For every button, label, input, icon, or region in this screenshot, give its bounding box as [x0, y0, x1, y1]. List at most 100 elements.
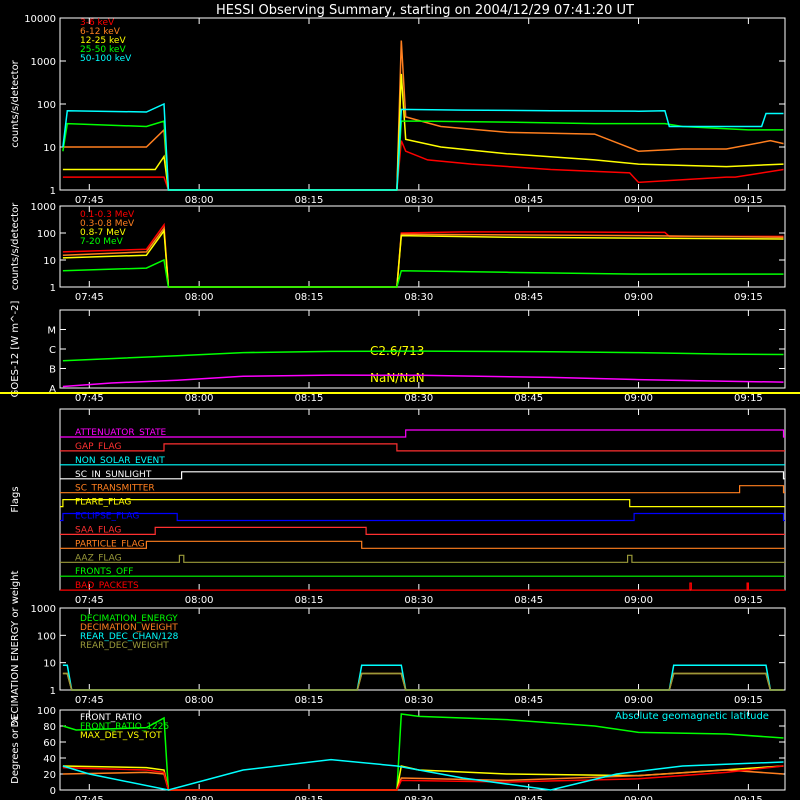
- flags-xtick-label: 08:15: [295, 595, 324, 606]
- decim-xtick-label: 08:30: [404, 695, 433, 706]
- decim-ytick-label: 1000: [31, 604, 56, 615]
- goes-xtick-label: 09:15: [734, 393, 763, 404]
- ratio-legend-1: FRONT_RATIO_1225: [80, 722, 169, 732]
- flags-xtick-label: 09:00: [624, 595, 653, 606]
- flag-label-3: SC_IN_SUNLIGHT: [75, 470, 152, 480]
- lowE-series-1: [62, 40, 784, 191]
- decim-legend-1: DECIMATION_WEIGHT: [80, 623, 178, 633]
- decim-xtick-label: 09:00: [624, 695, 653, 706]
- flag-label-5: FLARE_FLAG: [75, 498, 131, 508]
- decim-xtick-label: 07:45: [75, 695, 104, 706]
- lowE-xtick-label: 09:00: [624, 195, 653, 206]
- decim-ytick-label: 10: [43, 659, 56, 670]
- ratio-legend-2: MAX_DET_VS_TOT: [80, 731, 162, 741]
- flag-label-7: SAA_FLAG: [75, 525, 121, 535]
- highE-xtick-label: 09:00: [624, 292, 653, 303]
- ratio-ytick-label: 60: [43, 738, 56, 749]
- ratio-series-1: [62, 713, 784, 791]
- flag-line-8: [60, 540, 785, 549]
- goes-series-1: [62, 374, 784, 388]
- panel-low-energy-counts: 07:45 08:00 08:15 08:30 08:45 09:00 09:15 1 10 10…: [10, 14, 786, 206]
- highE-xtick-label: 08:30: [404, 292, 433, 303]
- flag-label-10: FRONTS_OFF: [75, 567, 133, 577]
- ratio-legend-0: FRONT_RATIO: [80, 713, 142, 723]
- flag-line-3: [60, 471, 785, 480]
- ratio-ylabel: Degrees or %: [10, 716, 21, 784]
- ratio-series-5: [62, 758, 784, 791]
- lowE-xtick-label: 08:00: [185, 195, 214, 206]
- decim-xtick-label: 08:15: [295, 695, 324, 706]
- panel-high-energy-counts: 07:45 08:00 08:15 08:30 08:45 09:00 09:15 1 10 10…: [10, 202, 786, 303]
- goes-xtick-label: 07:45: [75, 393, 104, 404]
- flag-label-4: SC_TRANSMITTER: [75, 484, 155, 494]
- highE-ylabel: counts/s/detector: [10, 202, 21, 290]
- panel-goes-flux: C2.6/713 NaN/NaN 07:45 08:00 08:15 08:30 08:…: [10, 301, 786, 404]
- ratio-series-2: [62, 765, 784, 791]
- flag-line-11: [60, 582, 785, 591]
- highE-legend-2: 0.8-7 MeV: [80, 228, 126, 238]
- flag-line-5: [60, 499, 785, 508]
- goes-nan-annotation: NaN/NaN: [370, 371, 425, 385]
- decim-xtick-label: 08:00: [185, 695, 214, 706]
- lowE-legend-3: 25-50 keV: [80, 45, 126, 55]
- decim-legend-0: DECIMATION_ENERGY: [80, 614, 178, 624]
- flags-xtick-label: 08:45: [514, 595, 543, 606]
- decim-series-2: [62, 664, 784, 691]
- ratio-series-4: [62, 765, 784, 791]
- lowE-xtick-label: 08:30: [404, 195, 433, 206]
- highE-legend-1: 0.3-0.8 MeV: [80, 219, 135, 229]
- ratio-xtick-label: 09:00: [624, 795, 653, 800]
- ratio-ytick-label: 100: [37, 706, 56, 717]
- lowE-ytick-label: 10: [43, 143, 56, 154]
- flag-line-6: [60, 512, 785, 522]
- highE-ytick-label: 100: [37, 229, 56, 240]
- flags-xtick-label: 08:30: [404, 595, 433, 606]
- flags-xtick-label: 08:00: [185, 595, 214, 606]
- goes-ytick-label: C: [49, 345, 56, 356]
- highE-xtick-label: 08:00: [185, 292, 214, 303]
- goes-ytick-label: A: [49, 384, 56, 395]
- goes-xtick-label: 08:30: [404, 393, 433, 404]
- flag-label-6: ECLIPSE_FLAG: [75, 512, 139, 522]
- lowE-xtick-label: 07:45: [75, 195, 104, 206]
- lowE-ytick-label: 100: [37, 100, 56, 111]
- highE-xtick-label: 08:15: [295, 292, 324, 303]
- ratio-ytick-label: 0: [50, 786, 56, 797]
- flags-xtick-label: 09:15: [734, 595, 763, 606]
- lowE-xtick-label: 08:45: [514, 195, 543, 206]
- decim-series-3: [62, 672, 784, 691]
- flags-ylabel: Flags: [10, 486, 21, 512]
- lowE-legend-4: 50-100 keV: [80, 54, 132, 64]
- flag-label-1: GAP_FLAG: [75, 442, 121, 452]
- goes-ytick-label: M: [47, 326, 56, 337]
- ratio-ytick-label: 80: [43, 722, 56, 733]
- decim-ytick-label: 1: [50, 686, 56, 697]
- ratio-frame: [59, 709, 786, 791]
- goes-series-0: [62, 350, 784, 362]
- flag-line-1: [60, 443, 785, 452]
- goes-xtick-label: 08:15: [295, 393, 324, 404]
- lowE-ytick-label: 1: [50, 186, 56, 197]
- ratio-xtick-label: 08:30: [404, 795, 433, 800]
- flag-label-9: AAZ_FLAG: [75, 553, 122, 563]
- flag-line-7: [60, 526, 785, 536]
- lowE-series-4: [62, 102, 784, 191]
- ratio-xtick-label: 08:15: [295, 795, 324, 800]
- goes-xtick-label: 08:45: [514, 393, 543, 404]
- decim-legend-2: REAR_DEC_CHAN/128: [80, 632, 179, 642]
- goes-ylabel: GOES-12 [W m^-2]: [10, 301, 21, 398]
- goes-ytick-label: B: [49, 365, 56, 376]
- highE-series-3: [62, 258, 784, 288]
- lowE-ylabel: counts/s/detector: [10, 59, 21, 147]
- ratio-xtick-label: 09:15: [734, 795, 763, 800]
- panel-flags: 07:45 08:00 08:15 08:30 08:45 09:00 09:15 Flags…: [10, 408, 786, 606]
- flag-label-2: NON_SOLAR_EVENT: [75, 456, 165, 466]
- flag-line-0: [60, 429, 785, 438]
- highE-ytick-label: 1: [50, 283, 56, 294]
- decim-series-1: [62, 672, 784, 691]
- highE-legend-3: 7-20 MeV: [80, 237, 124, 247]
- decim-xtick-label: 09:15: [734, 695, 763, 706]
- flag-line-4: [60, 485, 785, 494]
- flag-label-11: BAD_PACKETS: [75, 581, 139, 591]
